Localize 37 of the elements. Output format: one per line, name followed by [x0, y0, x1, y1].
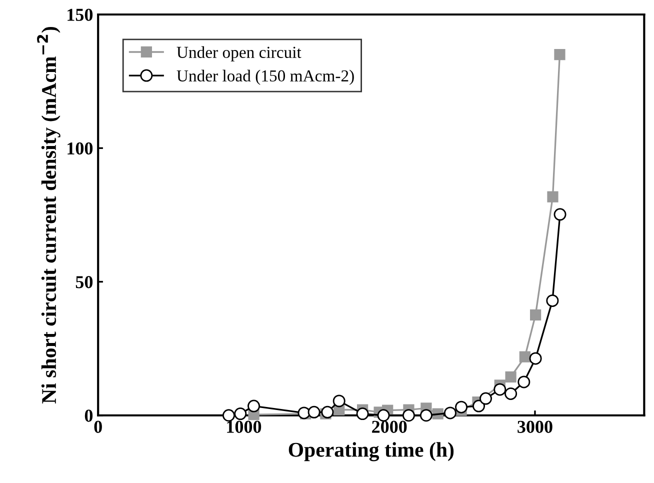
x-tick-label: 3000	[518, 420, 552, 433]
point	[530, 309, 542, 320]
point	[321, 406, 334, 418]
point	[505, 371, 516, 382]
point	[420, 409, 432, 422]
point	[529, 352, 542, 365]
point	[402, 409, 415, 422]
legend-label: Under open circuit	[176, 46, 302, 62]
legend-label: Under load (150 mAcm-2)	[176, 70, 354, 85]
point	[504, 387, 518, 400]
point	[546, 294, 559, 307]
point	[234, 408, 247, 420]
point	[248, 400, 260, 412]
point	[554, 208, 566, 221]
point	[356, 408, 369, 420]
y-tick-label: 50	[76, 276, 93, 288]
point	[547, 191, 558, 202]
point	[222, 409, 235, 422]
y-axis-title: Ni short circuit current density (mAcm$^{−2}$)	[37, 27, 60, 404]
point	[480, 392, 492, 405]
point	[472, 400, 486, 412]
point	[332, 394, 346, 408]
point	[308, 406, 320, 418]
point	[444, 406, 456, 420]
x-tick-label: 0	[94, 420, 102, 433]
point	[518, 376, 530, 388]
point	[298, 406, 310, 420]
x-tick-label: 2000	[372, 420, 407, 433]
point	[554, 49, 566, 60]
x-axis-title: Operating time (h)	[288, 442, 454, 462]
y-tick-label: 150	[68, 8, 93, 21]
y-tick-label: 0	[84, 410, 93, 422]
point	[455, 400, 468, 414]
y-tick-label: 100	[68, 142, 93, 155]
point	[519, 351, 530, 362]
point	[494, 383, 506, 396]
x-tick-label: 1000	[227, 420, 262, 433]
